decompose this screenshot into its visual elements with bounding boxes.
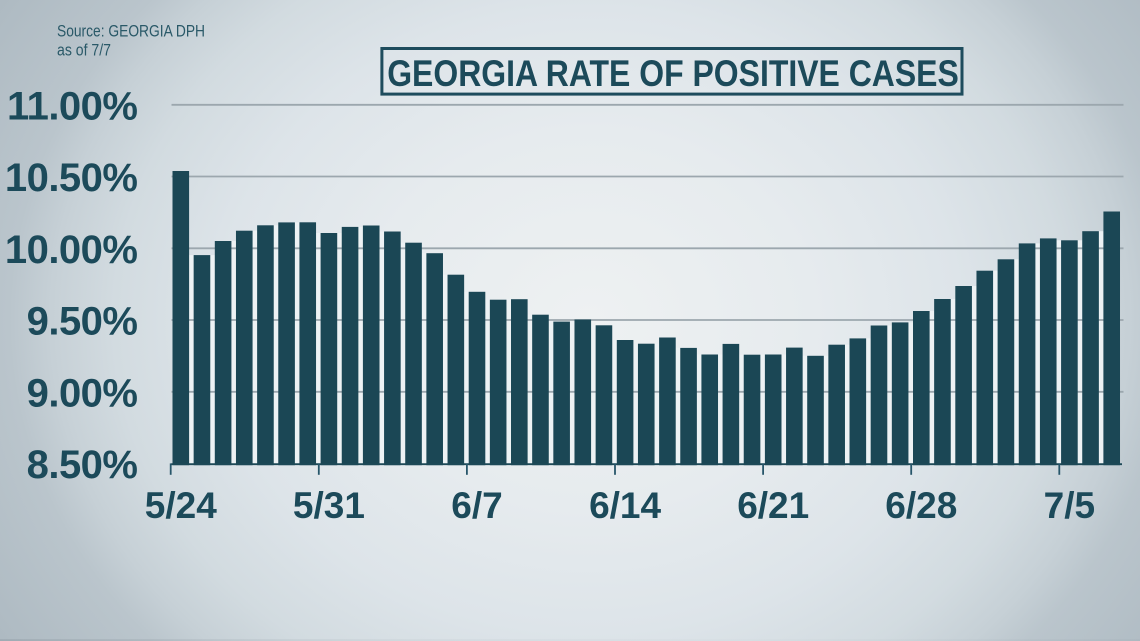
svg-text:as of 7/7: as of 7/7 [57, 41, 111, 59]
svg-text:Source: GEORGIA DPH: Source: GEORGIA DPH [57, 22, 205, 40]
svg-text:6/21: 6/21 [737, 485, 809, 526]
svg-text:9.00%: 9.00% [27, 371, 138, 415]
svg-text:8.50%: 8.50% [27, 443, 138, 487]
svg-text:7/5: 7/5 [1044, 485, 1095, 526]
svg-text:6/7: 6/7 [451, 485, 502, 526]
svg-text:6/14: 6/14 [589, 485, 661, 526]
svg-text:6/28: 6/28 [885, 485, 957, 526]
svg-text:11.00%: 11.00% [7, 84, 137, 128]
svg-text:GEORGIA RATE OF POSITIVE CASES: GEORGIA RATE OF POSITIVE CASES [387, 53, 959, 94]
svg-text:5/31: 5/31 [293, 485, 365, 526]
svg-text:10.00%: 10.00% [5, 228, 138, 272]
svg-text:5/24: 5/24 [145, 485, 217, 526]
svg-text:10.50%: 10.50% [5, 156, 138, 200]
svg-text:9.50%: 9.50% [27, 300, 138, 344]
